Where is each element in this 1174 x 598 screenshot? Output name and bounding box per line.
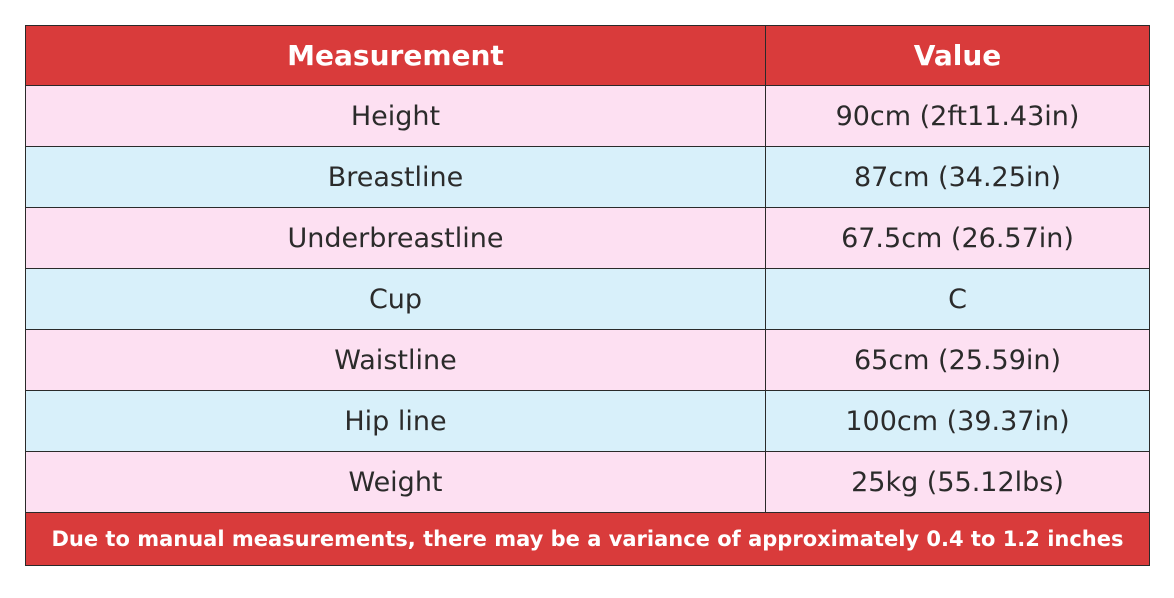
measurement-cell: Breastline xyxy=(25,146,766,208)
table-row: Underbreastline 67.5cm (26.57in) xyxy=(25,207,1150,269)
table-body: Height 90cm (2ft11.43in) Breastline 87cm (3… xyxy=(25,85,1150,513)
table-row: Cup C xyxy=(25,268,1150,330)
footer-note: Due to manual measurements, there may be… xyxy=(25,512,1150,566)
value-cell: 65cm (25.59in) xyxy=(765,329,1150,391)
measurement-cell: Hip line xyxy=(25,390,766,452)
table-row: Breastline 87cm (34.25in) xyxy=(25,146,1150,208)
measurement-cell: Height xyxy=(25,85,766,147)
header-cell: Measurement xyxy=(25,25,766,86)
header-cell: Value xyxy=(765,25,1150,86)
value-cell: 100cm (39.37in) xyxy=(765,390,1150,452)
measurement-cell: Underbreastline xyxy=(25,207,766,269)
table-header: Measurement Value xyxy=(25,25,1150,86)
value-cell: 67.5cm (26.57in) xyxy=(765,207,1150,269)
table-footer: Due to manual measurements, there may be… xyxy=(25,512,1150,566)
measurement-table: Measurement Value Height 90cm (2ft11.43in… xyxy=(25,25,1150,566)
value-cell: 90cm (2ft11.43in) xyxy=(765,85,1150,147)
measurement-cell: Waistline xyxy=(25,329,766,391)
value-cell: C xyxy=(765,268,1150,330)
header-row: Measurement Value xyxy=(25,25,1150,86)
table-container: Measurement Value Height 90cm (2ft11.43in… xyxy=(25,25,1150,566)
measurement-cell: Cup xyxy=(25,268,766,330)
table-row: Hip line 100cm (39.37in) xyxy=(25,390,1150,452)
footer-row: Due to manual measurements, there may be… xyxy=(25,512,1150,566)
table-row: Weight 25kg (55.12lbs) xyxy=(25,451,1150,513)
value-cell: 25kg (55.12lbs) xyxy=(765,451,1150,513)
value-cell: 87cm (34.25in) xyxy=(765,146,1150,208)
table-row: Waistline 65cm (25.59in) xyxy=(25,329,1150,391)
table-row: Height 90cm (2ft11.43in) xyxy=(25,85,1150,147)
measurement-cell: Weight xyxy=(25,451,766,513)
